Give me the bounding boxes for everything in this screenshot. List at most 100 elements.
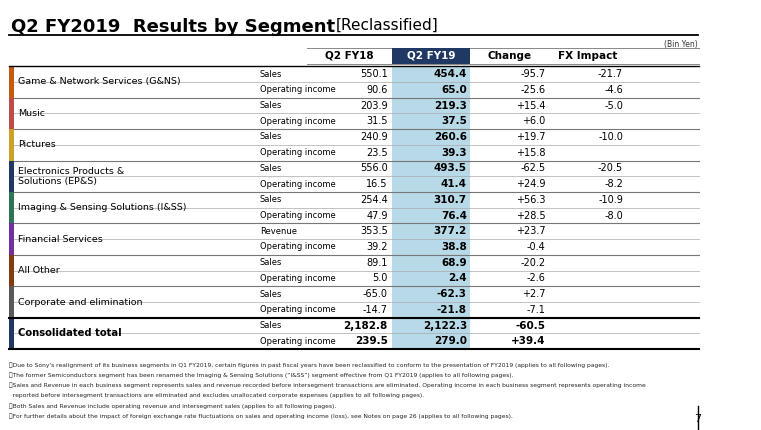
Text: Sales: Sales: [260, 290, 282, 299]
Text: +56.3: +56.3: [516, 195, 546, 205]
Text: -2.6: -2.6: [527, 273, 546, 283]
Text: FX Impact: FX Impact: [558, 51, 617, 61]
Text: 5.0: 5.0: [372, 273, 388, 283]
Text: Operating income: Operating income: [260, 180, 336, 189]
Text: Sales: Sales: [260, 164, 282, 173]
Text: 76.4: 76.4: [441, 211, 467, 221]
Text: 254.4: 254.4: [360, 195, 388, 205]
Text: Sales: Sales: [260, 132, 282, 141]
Text: Operating income: Operating income: [260, 337, 336, 346]
Bar: [392, 98, 470, 114]
Text: -65.0: -65.0: [363, 289, 388, 299]
Text: -20.2: -20.2: [521, 258, 546, 268]
Text: 556.0: 556.0: [360, 163, 388, 173]
Bar: [392, 286, 470, 302]
Text: 23.5: 23.5: [366, 147, 388, 158]
Text: Operating income: Operating income: [260, 305, 336, 314]
Text: Sales: Sales: [260, 321, 282, 330]
Text: -7.1: -7.1: [527, 305, 546, 315]
Text: -8.2: -8.2: [604, 179, 623, 189]
Text: Revenue: Revenue: [260, 227, 297, 236]
Text: ・Both Sales and Revenue include operating revenue and intersegment sales (applie: ・Both Sales and Revenue include operatin…: [9, 403, 336, 409]
Bar: [9, 286, 14, 302]
Bar: [392, 114, 470, 129]
Text: +19.7: +19.7: [516, 132, 546, 142]
Text: 39.2: 39.2: [366, 242, 388, 252]
Text: 240.9: 240.9: [360, 132, 388, 142]
Bar: [392, 192, 470, 208]
Text: 454.4: 454.4: [434, 69, 467, 79]
Text: -10.0: -10.0: [598, 132, 623, 142]
Bar: [392, 333, 470, 349]
Bar: [392, 66, 470, 82]
Bar: [9, 302, 14, 318]
Bar: [392, 48, 470, 64]
Bar: [9, 333, 14, 349]
Text: Sales: Sales: [260, 101, 282, 110]
Text: Q2 FY19: Q2 FY19: [406, 51, 455, 61]
Text: 550.1: 550.1: [360, 69, 388, 79]
Text: 31.5: 31.5: [366, 116, 388, 126]
Text: Imaging & Sensing Solutions (I&SS): Imaging & Sensing Solutions (I&SS): [18, 203, 186, 212]
Bar: [392, 239, 470, 255]
Text: 203.9: 203.9: [360, 101, 388, 111]
Text: -62.5: -62.5: [521, 163, 546, 173]
Text: ・Sales and Revenue in each business segment represents sales and revenue recorde: ・Sales and Revenue in each business segm…: [9, 383, 646, 388]
Bar: [392, 302, 470, 318]
Text: Operating income: Operating income: [260, 148, 336, 157]
Bar: [9, 208, 14, 224]
Bar: [9, 318, 14, 333]
Text: Q2 FY2019  Results by Segment: Q2 FY2019 Results by Segment: [11, 18, 335, 36]
Bar: [9, 145, 14, 160]
Text: 7: 7: [694, 414, 702, 424]
Text: -8.0: -8.0: [604, 211, 623, 221]
Text: All Other: All Other: [18, 266, 59, 275]
Text: 39.3: 39.3: [441, 147, 467, 158]
Text: ・The former Semiconductors segment has been renamed the Imaging & Sensing Soluti: ・The former Semiconductors segment has b…: [9, 372, 514, 378]
Bar: [392, 208, 470, 224]
Text: 47.9: 47.9: [366, 211, 388, 221]
Bar: [392, 160, 470, 176]
Text: 16.5: 16.5: [366, 179, 388, 189]
Bar: [9, 224, 14, 239]
Text: -5.0: -5.0: [604, 101, 623, 111]
Text: 65.0: 65.0: [441, 85, 467, 95]
Text: reported before intersegment transactions are eliminated and excludes unallocate: reported before intersegment transaction…: [9, 393, 425, 398]
Text: Electronics Products &
Solutions (EP&S): Electronics Products & Solutions (EP&S): [18, 166, 124, 186]
Text: Financial Services: Financial Services: [18, 235, 103, 244]
Bar: [9, 270, 14, 286]
Bar: [9, 176, 14, 192]
Bar: [392, 129, 470, 145]
Text: 41.4: 41.4: [441, 179, 467, 189]
Text: 353.5: 353.5: [360, 226, 388, 236]
Text: +6.0: +6.0: [522, 116, 546, 126]
Text: (Bin Yen): (Bin Yen): [664, 40, 698, 49]
Text: -4.6: -4.6: [604, 85, 623, 95]
Text: -14.7: -14.7: [363, 305, 388, 315]
Text: -21.7: -21.7: [598, 69, 623, 79]
Text: 2,182.8: 2,182.8: [343, 321, 388, 331]
Text: +24.9: +24.9: [516, 179, 546, 189]
Bar: [9, 98, 14, 114]
Text: 260.6: 260.6: [434, 132, 467, 142]
Text: Operating income: Operating income: [260, 274, 336, 283]
Bar: [392, 270, 470, 286]
Text: Q2 FY18: Q2 FY18: [325, 51, 373, 61]
Text: Sales: Sales: [260, 258, 282, 267]
Text: 219.3: 219.3: [434, 101, 467, 111]
Text: ・Due to Sony's realignment of its business segments in Q1 FY2019, certain figure: ・Due to Sony's realignment of its busine…: [9, 362, 610, 368]
Text: 68.9: 68.9: [441, 258, 467, 268]
Text: 90.6: 90.6: [366, 85, 388, 95]
Text: -10.9: -10.9: [598, 195, 623, 205]
Text: Music: Music: [18, 109, 45, 118]
Text: 37.5: 37.5: [441, 116, 467, 126]
Text: 239.5: 239.5: [355, 336, 388, 346]
Text: -21.8: -21.8: [437, 305, 467, 315]
Bar: [9, 129, 14, 145]
Bar: [9, 239, 14, 255]
Bar: [392, 145, 470, 160]
Text: -20.5: -20.5: [598, 163, 623, 173]
Text: -0.4: -0.4: [527, 242, 546, 252]
Text: 310.7: 310.7: [434, 195, 467, 205]
Text: Game & Network Services (G&NS): Game & Network Services (G&NS): [18, 77, 180, 86]
